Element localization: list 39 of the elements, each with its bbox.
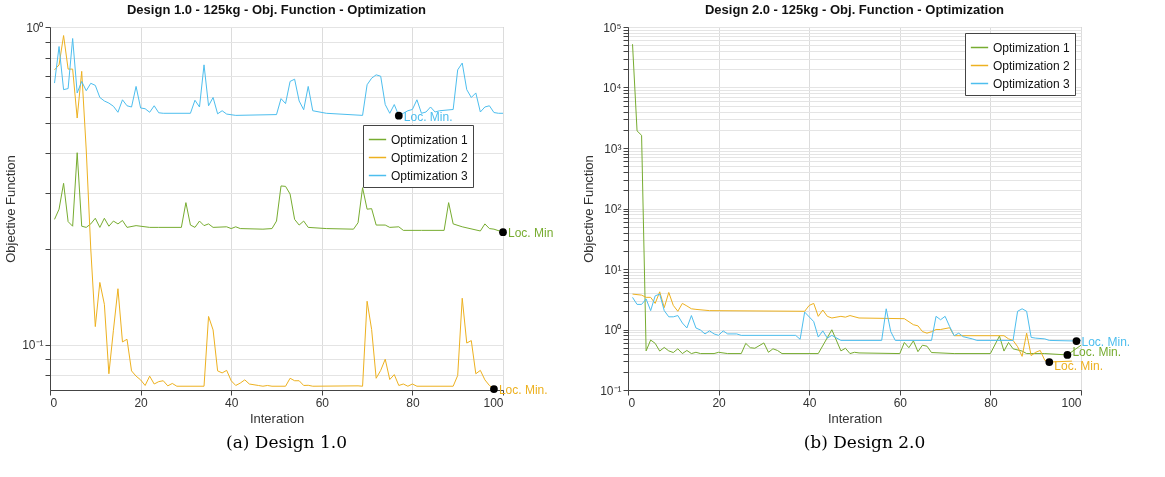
legend-label: Optimization 1 [993, 40, 1071, 55]
y-tick-label: 10³ [604, 141, 622, 156]
chart-title: Design 2.0 - 125kg - Obj. Function - Optimization [704, 2, 1005, 17]
legend-label: Optimization 1 [391, 132, 469, 147]
x-tick-label: 60 [315, 395, 330, 410]
x-axis-title: Interation [827, 410, 883, 426]
y-tick-label: 10⁰ [604, 323, 622, 337]
y-tick-label: 10¹ [604, 262, 622, 277]
x-tick-label: 20 [134, 395, 149, 410]
y-tick-label: 10⁰ [26, 20, 44, 35]
text: (b) Design 2.0 [802, 432, 927, 452]
y-tick-label: 10⁻¹ [600, 383, 622, 398]
legend-label: Optimization 3 [391, 168, 469, 183]
x-axis-title: Interation [249, 410, 305, 426]
x-tick-label: 40 [803, 395, 817, 410]
y-tick-label: 10⁵ [603, 20, 622, 35]
x-tick-label: 60 [893, 395, 908, 410]
annotation: Loc. Min. [1054, 359, 1103, 374]
x-tick-label: 20 [712, 395, 727, 410]
y-tick-label: 10² [604, 202, 622, 216]
x-tick-label: 80 [406, 395, 420, 410]
legend-label: Optimization 2 [993, 58, 1071, 73]
y-axis-title: Objective Function [581, 155, 597, 263]
text: (a) Design 1.0 [225, 432, 348, 452]
x-tick-label: 100 [483, 395, 504, 410]
y-axis-title: Objective Function [3, 155, 19, 263]
chart-title: Design 1.0 - 125kg - Obj. Function - Optimization [126, 2, 427, 17]
x-tick-label: 0 [628, 395, 636, 410]
annotation: Loc. Min. [403, 109, 453, 124]
x-tick-label: 100 [1061, 395, 1082, 410]
x-tick-label: 40 [225, 395, 239, 410]
x-tick-label: 0 [50, 395, 58, 410]
legend-label: Optimization 2 [391, 150, 469, 165]
y-tick-label: 10⁻¹ [22, 338, 44, 353]
annotation: Loc. Min. [498, 383, 548, 398]
y-tick-label: 10⁴ [602, 81, 622, 95]
annotation: Loc. Min [508, 226, 554, 241]
x-tick-label: 80 [984, 395, 998, 410]
legend-label: Optimization 3 [993, 76, 1071, 91]
